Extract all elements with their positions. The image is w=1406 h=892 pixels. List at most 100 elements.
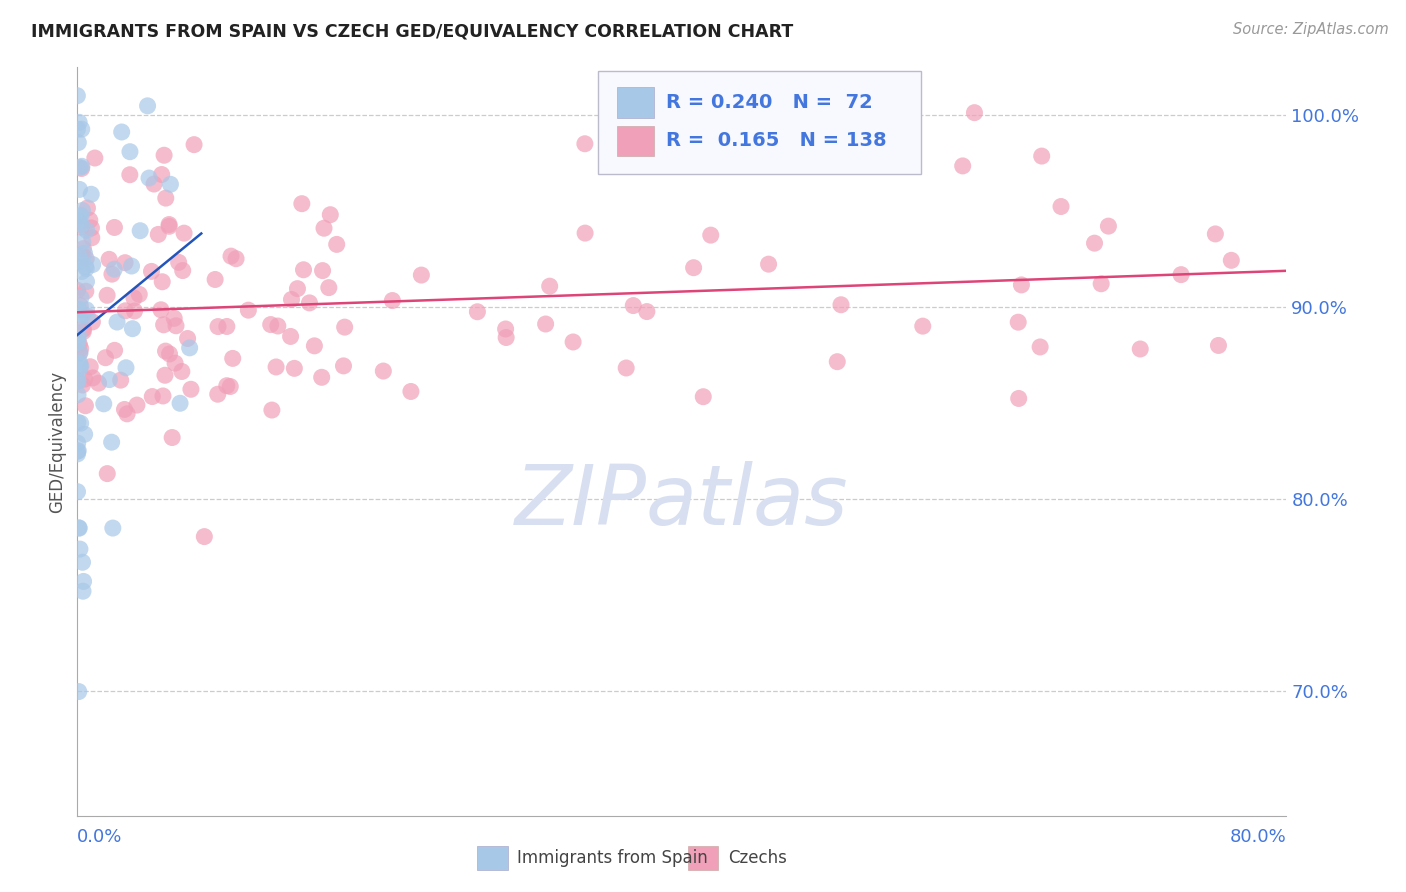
Point — [411, 268, 433, 282]
Point — [1008, 392, 1031, 406]
Point — [219, 379, 242, 393]
Point — [291, 196, 314, 211]
Point — [700, 228, 723, 243]
Point — [79, 359, 101, 374]
Point — [153, 148, 176, 162]
Point — [96, 288, 118, 302]
Point — [136, 99, 159, 113]
Point — [66, 373, 89, 387]
Point — [67, 250, 90, 264]
Point — [150, 168, 173, 182]
Point — [179, 341, 201, 355]
Point — [93, 397, 115, 411]
Point — [72, 555, 94, 569]
Point — [72, 378, 94, 392]
Point — [67, 337, 90, 351]
Point — [143, 177, 166, 191]
Point — [66, 122, 89, 136]
Text: Immigrants from Spain: Immigrants from Spain — [517, 849, 709, 867]
Point — [70, 218, 93, 232]
Point — [311, 370, 333, 384]
Point — [69, 312, 91, 326]
Point — [72, 235, 94, 249]
Point — [83, 151, 105, 165]
Point — [110, 373, 132, 387]
Point — [129, 224, 152, 238]
Point — [72, 308, 94, 322]
Point — [311, 263, 333, 277]
Point — [467, 305, 489, 319]
Point — [96, 467, 118, 481]
Point — [280, 329, 302, 343]
Point — [82, 315, 104, 329]
Point — [1010, 277, 1032, 292]
Point — [67, 333, 90, 347]
Point — [963, 105, 986, 120]
Point — [373, 364, 395, 378]
Point — [318, 280, 340, 294]
Point — [222, 351, 245, 366]
Point — [69, 542, 91, 557]
Point — [165, 318, 187, 333]
Point — [69, 161, 91, 175]
Point — [155, 344, 177, 359]
Point — [830, 298, 852, 312]
Point — [758, 257, 780, 271]
Point — [125, 398, 148, 412]
Point — [911, 319, 934, 334]
Point — [1050, 200, 1073, 214]
Point — [215, 319, 238, 334]
Point — [80, 187, 103, 202]
Point — [103, 220, 125, 235]
Point — [157, 218, 180, 232]
Text: ZIPatlas: ZIPatlas — [515, 461, 849, 542]
Point — [115, 360, 138, 375]
Point — [152, 318, 174, 332]
Point — [534, 317, 557, 331]
Point — [69, 346, 91, 360]
Point — [538, 279, 561, 293]
Point — [105, 315, 128, 329]
Point — [66, 284, 89, 298]
Point — [170, 364, 193, 378]
Point — [287, 282, 309, 296]
Point — [225, 252, 247, 266]
Point — [148, 227, 170, 242]
Point — [160, 430, 183, 444]
Point — [111, 125, 134, 139]
Point — [176, 331, 198, 345]
Point — [73, 372, 96, 386]
Point — [70, 247, 93, 261]
Point — [114, 402, 136, 417]
Point — [66, 375, 89, 389]
Point — [169, 396, 191, 410]
Point — [69, 299, 91, 313]
Point — [193, 530, 215, 544]
Point — [76, 275, 98, 289]
Point — [495, 330, 517, 344]
Point — [69, 356, 91, 370]
Point — [159, 347, 181, 361]
Point — [70, 161, 93, 176]
Point — [1170, 268, 1192, 282]
Point — [121, 321, 143, 335]
Point — [264, 359, 287, 374]
Point — [66, 436, 89, 450]
Point — [1029, 340, 1052, 354]
Point — [67, 521, 90, 535]
Point — [80, 231, 103, 245]
Text: 0.0%: 0.0% — [77, 828, 122, 846]
Point — [163, 311, 186, 326]
Point — [238, 303, 260, 318]
Point — [155, 191, 177, 205]
Point — [141, 264, 163, 278]
Point — [70, 209, 93, 223]
Point — [333, 320, 356, 334]
Point — [215, 378, 238, 392]
Point — [69, 345, 91, 359]
Point — [267, 318, 290, 333]
Point — [118, 168, 141, 182]
Text: R = 0.240   N =  72: R = 0.240 N = 72 — [666, 93, 873, 112]
Point — [121, 259, 143, 273]
Point — [1220, 253, 1243, 268]
